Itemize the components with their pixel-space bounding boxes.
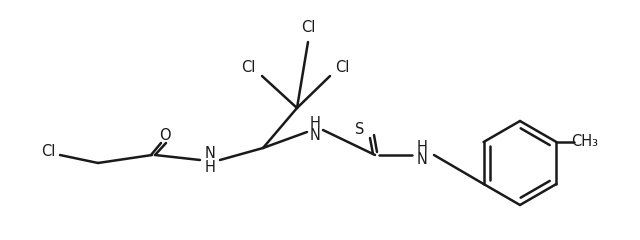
Text: Cl: Cl xyxy=(41,144,55,160)
Text: N: N xyxy=(417,152,428,168)
Text: H: H xyxy=(205,160,216,174)
Text: Cl: Cl xyxy=(301,20,315,36)
Text: H: H xyxy=(417,140,428,156)
Text: N: N xyxy=(205,146,216,162)
Text: O: O xyxy=(159,127,171,143)
Text: H: H xyxy=(310,115,321,131)
Text: Cl: Cl xyxy=(241,60,255,76)
Text: N: N xyxy=(310,127,321,143)
Text: CH₃: CH₃ xyxy=(571,134,598,150)
Text: S: S xyxy=(355,122,365,138)
Text: Cl: Cl xyxy=(335,60,349,76)
